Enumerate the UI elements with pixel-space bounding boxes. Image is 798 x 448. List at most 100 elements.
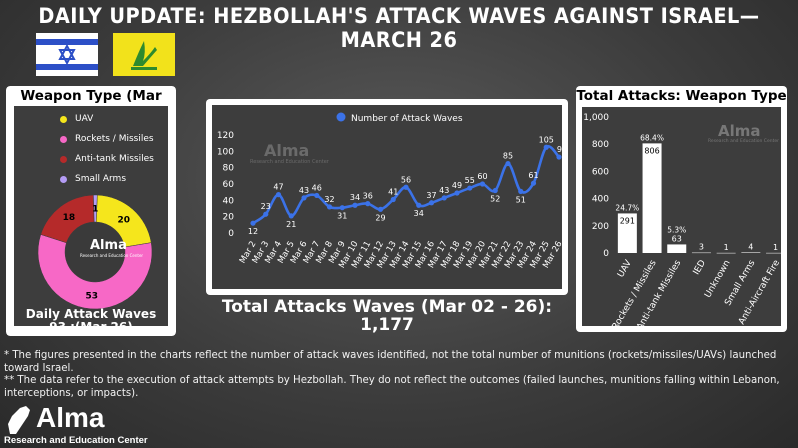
line-data-label: 93 xyxy=(557,145,567,154)
bar xyxy=(691,252,711,254)
attack-waves-line-panel: Number of Attack Waves 0 20 40 60 80 100 120 12 2… xyxy=(206,99,568,295)
line-watermark-sub: Research and Education Center xyxy=(250,159,329,165)
y-tick-label: 20 xyxy=(223,213,235,223)
line-point xyxy=(518,188,524,194)
line-data-label: 12 xyxy=(248,227,258,236)
y-tick-label: 120 xyxy=(217,131,234,141)
line-chart: Number of Attack Waves 0 20 40 60 80 100 120 12 2… xyxy=(217,112,567,270)
legend-label: Small Arms xyxy=(75,174,127,184)
donut-watermark-sub: Research and Education Center xyxy=(80,253,144,258)
line-point xyxy=(416,202,422,208)
line-legend-label: Number of Attack Waves xyxy=(351,114,463,124)
line-point xyxy=(479,181,486,187)
line-data-label: 32 xyxy=(324,195,334,204)
donut-caption-1: Daily Attack Waves xyxy=(25,307,157,321)
bar-percent-label: 5.3% xyxy=(667,225,686,234)
y-tick-label: 100 xyxy=(217,147,234,157)
y-tick-label: 1,000 xyxy=(583,113,609,123)
line-point xyxy=(530,180,537,186)
donut-legend-item: Small Arms xyxy=(60,174,127,184)
bar-value-label: 291 xyxy=(620,216,635,225)
donut-legend-item: Anti-tank Missiles xyxy=(60,154,154,164)
bar-value-label: 3 xyxy=(699,243,704,252)
y-tick-label: 60 xyxy=(223,180,235,190)
y-tick-label: 400 xyxy=(592,195,609,205)
line-point xyxy=(441,195,447,201)
star-of-david-icon xyxy=(58,43,76,66)
line-point xyxy=(556,154,562,160)
brand-subtitle: Research and Education Center xyxy=(4,435,148,446)
donut-watermark-name: Alma xyxy=(90,238,127,253)
line-point xyxy=(467,185,473,191)
donut-data-label: 20 xyxy=(118,215,131,225)
y-tick-label: 80 xyxy=(223,164,235,174)
donut-slice xyxy=(37,234,153,310)
line-data-label: 37 xyxy=(426,191,436,200)
legend-swatch xyxy=(60,116,67,123)
line-point xyxy=(543,144,549,150)
y-tick-label: 600 xyxy=(592,167,609,177)
line-point xyxy=(505,160,511,167)
line-point xyxy=(492,187,498,194)
legend-swatch xyxy=(60,136,67,143)
line-plot-area xyxy=(212,105,562,289)
line-data-label: 85 xyxy=(503,152,513,161)
bar xyxy=(716,252,736,254)
page-title: Daily Update: Hezbollah's Attack Waves A… xyxy=(38,4,760,52)
line-data-label: 52 xyxy=(490,195,500,204)
line-data-label: 46 xyxy=(312,183,322,192)
line-data-label: 31 xyxy=(337,212,347,221)
line-point xyxy=(352,202,358,208)
line-data-label: 43 xyxy=(439,186,449,195)
line-point xyxy=(250,220,256,226)
line-point xyxy=(365,201,371,207)
bar-plot-area xyxy=(582,107,781,326)
bar-value-label: 806 xyxy=(644,146,659,155)
lebanon-map-icon xyxy=(8,406,30,434)
line-data-label: 56 xyxy=(401,175,411,184)
donut-caption-2: 93 :(Mar 26) xyxy=(49,320,133,334)
line-point xyxy=(454,190,460,196)
bar-chart: 0 200 400 600 800 1,000 291 24.7% UAV 806 68.4% Roc… xyxy=(583,113,786,332)
total-attacks-value: 1,177 xyxy=(360,315,414,335)
line-watermark-name: Alma xyxy=(264,141,310,160)
x-tick-label: IED xyxy=(692,258,708,276)
donut-data-label: 53 xyxy=(86,291,99,301)
bar-value-label: 1 xyxy=(773,243,778,252)
brand-name: Alma xyxy=(36,402,105,433)
bar-percent-label: 68.4% xyxy=(640,133,664,142)
line-data-label: 61 xyxy=(528,171,538,180)
weapon-type-bar-panel: Total Attacks: Weapon Type 0 200 400 600 800… xyxy=(576,86,787,332)
line-data-label: 49 xyxy=(452,181,462,190)
line-data-label: 34 xyxy=(350,193,360,202)
total-attacks-label: Total Attacks Waves (Mar 02 - 26): xyxy=(221,297,553,317)
hezbollah-emblem-icon xyxy=(131,41,157,70)
legend-label: UAV xyxy=(75,114,94,124)
line-data-label: 55 xyxy=(465,176,475,185)
footnote-2: ** The data refer to the execution of at… xyxy=(4,375,780,399)
bar-percent-label: 24.7% xyxy=(615,203,639,212)
y-tick-label: 0 xyxy=(603,249,609,259)
line-point xyxy=(403,184,409,190)
bar-value-label: 4 xyxy=(748,242,753,251)
footnote-1: * The figures presented in the charts re… xyxy=(4,350,777,374)
line-point xyxy=(275,192,282,198)
donut-slice xyxy=(93,194,98,223)
bar xyxy=(741,252,761,253)
bar xyxy=(642,143,662,253)
bar-watermark-name: Alma xyxy=(718,122,761,140)
hezbollah-flag xyxy=(113,33,175,76)
donut-data-label: 1 xyxy=(92,205,98,215)
y-tick-label: 40 xyxy=(223,196,235,206)
footnotes: * The figures presented in the charts re… xyxy=(4,350,794,400)
flag-stripe-top xyxy=(36,39,98,45)
line-point xyxy=(339,205,345,211)
line-data-label: 47 xyxy=(273,183,283,192)
line-point xyxy=(326,204,333,210)
donut-hole xyxy=(65,222,125,282)
bar-title: Total Attacks: Weapon Type xyxy=(576,88,787,104)
line-data-label: 36 xyxy=(363,192,373,201)
bar xyxy=(766,252,786,254)
line-point xyxy=(390,196,396,203)
